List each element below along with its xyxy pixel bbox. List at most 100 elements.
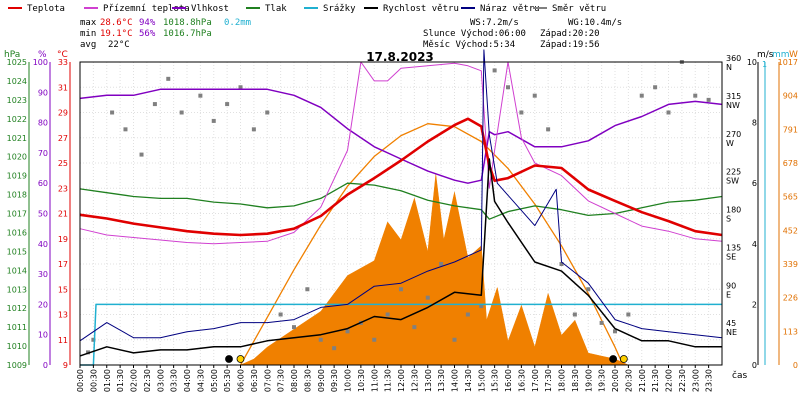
tick-time: 14:00 [451,369,460,392]
tick-time: 13:30 [437,369,446,392]
axis-title-c: °C [57,50,68,60]
tick-c: 25 [58,159,68,168]
sun-moon-markers [225,355,628,363]
stats-max-temp: 28.6°C [100,18,133,28]
tick-c: 31 [58,83,68,92]
tick-hpa: 1013 [7,285,27,294]
tick-wm: 113 [783,327,798,336]
tick-time: 19:00 [584,369,593,392]
tick-dir-deg: 180 [726,206,741,215]
stats-block: max 28.6°C 94% 1018.8hPa 0.2mm min 19.1°… [80,18,622,50]
stats-avg-temp: 22°C [108,40,130,50]
tick-time: 10:30 [357,369,366,392]
stats-moon-set: Západ:19:56 [540,40,600,50]
tick-c: 15 [58,285,68,294]
tick-time: 08:00 [290,369,299,392]
tick-time: 23:00 [691,369,700,392]
temperature-line [79,117,723,237]
wind-direction-point [693,93,698,98]
tick-time: 07:00 [263,369,272,392]
wind-direction-point [211,118,216,123]
wind-speed-line [79,158,722,357]
tick-c: 11 [58,336,68,345]
tick-time: 11:30 [384,369,393,392]
tick-hpa: 1010 [7,342,27,351]
wind-direction-point [706,97,711,102]
tick-time: 14:30 [464,369,473,392]
stats-moon: Měsíc Východ:5:34 [423,40,515,50]
tick-wm: 0 [793,361,798,370]
tick-time: 08:30 [303,369,312,392]
stats-max-hum: 94% [139,18,156,28]
tick-hpa: 1019 [7,172,27,181]
stats-ws: WS:7.2m/s [470,18,519,28]
tick-dir-name: NE [726,328,737,337]
tick-time: 21:30 [651,369,660,392]
tick-time: 19:30 [598,369,607,392]
tick-dir-name: E [726,290,731,299]
tick-dir-name: N [726,63,732,72]
wind-direction-point [452,337,457,342]
wind-direction-point [666,110,671,115]
tick-hpa: 1022 [7,115,27,124]
tick-ms: 6 [752,179,757,188]
tick-time: 15:00 [477,369,486,392]
legend-label-1: Přízemní teplota [103,4,190,14]
stats-min-temp: 19.1°C [100,29,133,39]
tick-c: 21 [58,210,68,219]
tick-time: 06:00 [237,369,246,392]
wind-direction-point [412,325,417,330]
wind-direction-point [198,93,203,98]
tick-pct: 90 [38,88,48,97]
tick-hpa: 1025 [7,58,27,67]
solar-radiation-area [80,174,722,366]
chart-title: 17.8.2023 [366,50,434,64]
tick-ms: 8 [752,119,757,128]
tick-time: 12:00 [397,369,406,392]
plot-frame [79,61,723,366]
tick-dir-deg: 315 [726,92,741,101]
sun-path [239,123,624,366]
wind-direction-point [546,127,551,132]
wind-direction-point [238,85,243,90]
tick-hpa: 1016 [7,228,27,237]
tick-time: 03:00 [156,369,165,392]
tick-time: 16:30 [517,369,526,392]
stats-max-label: max [80,18,97,28]
wind-direction-point [492,68,497,73]
sun-moon-marker-2 [609,355,618,363]
wind-direction-point [345,329,350,334]
tick-c: 33 [58,58,68,67]
wind-direction-point [639,93,644,98]
wind-direction-point [626,312,631,317]
tick-time: 01:00 [103,369,112,392]
stats-max-press: 1018.8hPa [163,18,212,28]
tick-wm: 1017 [778,58,798,67]
tick-c: 13 [58,311,68,320]
tick-c: 9 [63,361,68,370]
wind-direction-point [292,325,296,330]
tick-wm: 904 [783,92,798,101]
tick-time: 22:00 [665,369,674,392]
wind-direction-point [110,110,115,115]
tick-time: 21:00 [638,369,647,392]
tick-dir-name: SE [726,252,736,261]
legend-label-0: Teplota [27,4,65,14]
wind-direction-point [225,102,230,107]
tick-hpa: 1024 [7,77,27,86]
tick-time: 18:00 [558,369,567,392]
tick-pct: 70 [38,149,48,158]
tick-dir-deg: 135 [726,243,741,252]
wind-direction-point [532,93,537,98]
x-axis: 00:00 00:30 01:00 01:30 02:00 02:30 03:00 03:30… [76,365,714,392]
tick-hpa: 1023 [7,96,27,105]
wind-direction-point [332,346,337,351]
wind-direction-point [166,76,171,81]
wind-direction-point [439,262,444,266]
tick-c: 27 [58,134,68,143]
legend-label-5: Rychlost větru [383,4,459,14]
wind-direction-point [251,127,256,132]
tick-hpa: 1012 [7,304,27,313]
